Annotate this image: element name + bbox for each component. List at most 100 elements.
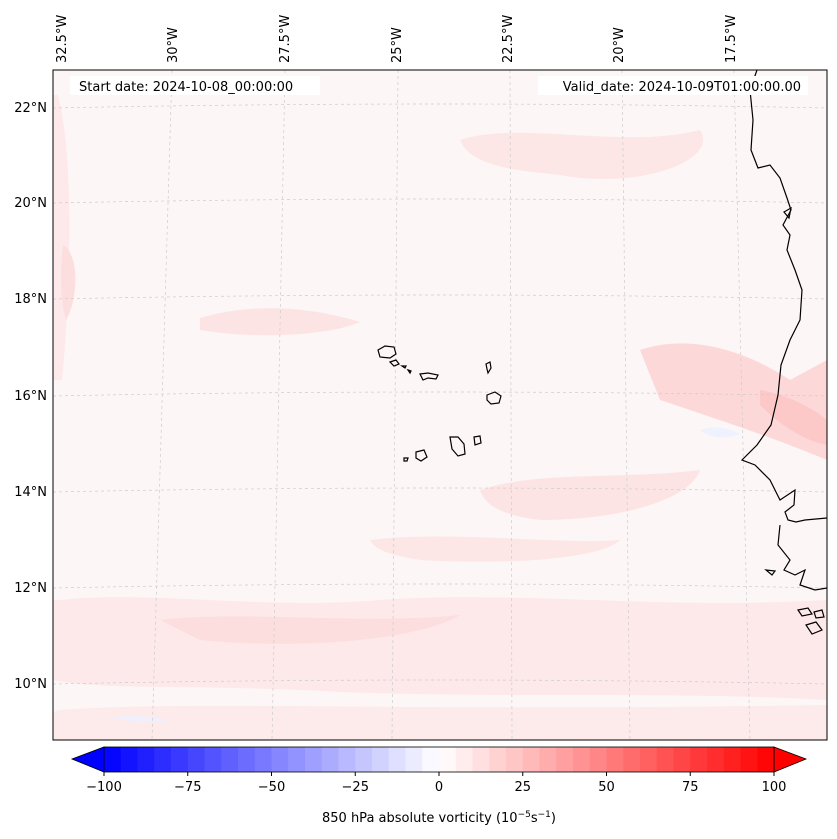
- colorbar-step: [707, 747, 725, 772]
- island-islet: [406, 368, 412, 375]
- gridline-lat: [53, 198, 827, 204]
- colorbar-step: [104, 747, 122, 772]
- colorbar-tick-label: −75: [174, 780, 201, 795]
- gridline-lat: [53, 294, 827, 300]
- colorbar-step: [673, 747, 691, 772]
- colorbar-tick-label: 25: [514, 780, 531, 795]
- coastline-bijagos: [797, 607, 813, 617]
- vorticity-patch: [160, 615, 460, 644]
- island-boa-vista: [486, 391, 502, 405]
- colorbar-tick-label: 0: [435, 780, 443, 795]
- colorbar-step: [120, 747, 138, 772]
- lat-label: 20°N: [14, 196, 47, 211]
- lat-label: 18°N: [14, 292, 47, 307]
- island-sao-vicente: [388, 359, 400, 367]
- map-frame: [52, 69, 828, 741]
- colorbar-step: [355, 747, 373, 772]
- colorbar-tick-label: 100: [762, 780, 787, 795]
- colorbar-step: [405, 747, 423, 772]
- lat-label: 10°N: [14, 677, 47, 692]
- gridline-lat: [53, 583, 827, 589]
- vorticity-patch: [61, 245, 76, 320]
- colorbar-step: [506, 747, 524, 772]
- lat-label: 22°N: [14, 101, 47, 116]
- gridline-lat: [53, 391, 827, 397]
- longitude-labels: 32.5°W 30°W 27.5°W 25°W 22.5°W 20°W 17.5…: [55, 15, 739, 63]
- colorbar-step: [757, 747, 775, 772]
- colorbar-step: [254, 747, 272, 772]
- island-fogo: [415, 449, 428, 462]
- colorbar-step: [372, 747, 390, 772]
- gridline-lon: [271, 70, 286, 740]
- colorbar-step: [204, 747, 222, 772]
- lat-label: 16°N: [14, 389, 47, 404]
- lon-label: 30°W: [166, 27, 181, 63]
- coastline-mainland: [740, 70, 827, 523]
- colorbar-step: [690, 747, 708, 772]
- colorbar-tick-label: −25: [342, 780, 369, 795]
- colorbar-tick-label: 50: [598, 780, 615, 795]
- colorbar-step: [723, 747, 741, 772]
- colorbar-step: [489, 747, 507, 772]
- start-date-text: Start date: 2024-10-08_00:00:00: [79, 80, 293, 95]
- coastline-islet: [783, 206, 792, 220]
- colorbar-step: [288, 747, 306, 772]
- colorbar-step: [740, 747, 758, 772]
- island-santo-antao: [377, 345, 397, 359]
- colorbar-step: [522, 747, 540, 772]
- gridline-lat: [53, 103, 827, 109]
- colorbar-step: [573, 747, 591, 772]
- colorbar-gradient: [104, 747, 775, 772]
- lon-label: 17.5°W: [724, 15, 739, 63]
- island-santa-luzia: [400, 365, 407, 369]
- gridline-lon: [151, 70, 173, 740]
- island-sao-nicolau: [419, 372, 439, 381]
- africa-coastline: [740, 70, 827, 635]
- vorticity-patch: [200, 308, 360, 336]
- gridline-lat: [53, 679, 827, 685]
- colorbar-step: [656, 747, 674, 772]
- colorbar-extend-max: [773, 746, 808, 773]
- island-brava: [403, 457, 409, 462]
- vorticity-field: [53, 95, 827, 740]
- lon-label: 20°W: [612, 27, 627, 63]
- colorbar-ticks: −100 −75 −50 −25 0 25 50 75 100: [86, 772, 786, 795]
- vorticity-patch: [460, 130, 704, 179]
- vorticity-patch: [53, 597, 827, 700]
- vorticity-patch: [700, 427, 740, 438]
- colorbar-step: [556, 747, 574, 772]
- coastline-islet: [764, 569, 777, 576]
- start-date-box: [70, 76, 320, 95]
- gridline-lon: [509, 70, 513, 740]
- gridlines: [53, 70, 827, 740]
- colorbar-step: [640, 747, 658, 772]
- colorbar-step: [271, 747, 289, 772]
- coastline-bijagos: [805, 621, 823, 635]
- vorticity-patch: [640, 343, 827, 460]
- vorticity-patch: [110, 716, 170, 722]
- valid-date-box: [538, 76, 808, 95]
- map-panel: Start date: 2024-10-08_00:00:00 Valid_da…: [52, 69, 828, 741]
- island-sal: [485, 361, 492, 375]
- lat-label: 12°N: [14, 581, 47, 596]
- colorbar-step: [455, 747, 473, 772]
- colorbar-tick-label: 75: [682, 780, 699, 795]
- colorbar-tick-label: −50: [258, 780, 285, 795]
- lon-label: 22.5°W: [501, 15, 516, 63]
- gridline-lat: [53, 487, 827, 493]
- vorticity-patch: [760, 390, 827, 445]
- colorbar-step: [171, 747, 189, 772]
- cape-verde-islands: [377, 345, 502, 462]
- lat-label: 14°N: [14, 485, 47, 500]
- colorbar-step: [589, 747, 607, 772]
- island-santiago: [449, 436, 466, 457]
- coastline-bijagos: [813, 609, 825, 619]
- gridline-lon: [733, 70, 751, 740]
- colorbar-step: [305, 747, 323, 772]
- coastline-guinea-bissau: [777, 524, 827, 591]
- vorticity-patch: [53, 705, 827, 740]
- colorbar-step: [137, 747, 155, 772]
- colorbar-step: [623, 747, 641, 772]
- colorbar-label: 850 hPa absolute vorticity (10−5s−1): [322, 810, 556, 826]
- colorbar-step: [472, 747, 490, 772]
